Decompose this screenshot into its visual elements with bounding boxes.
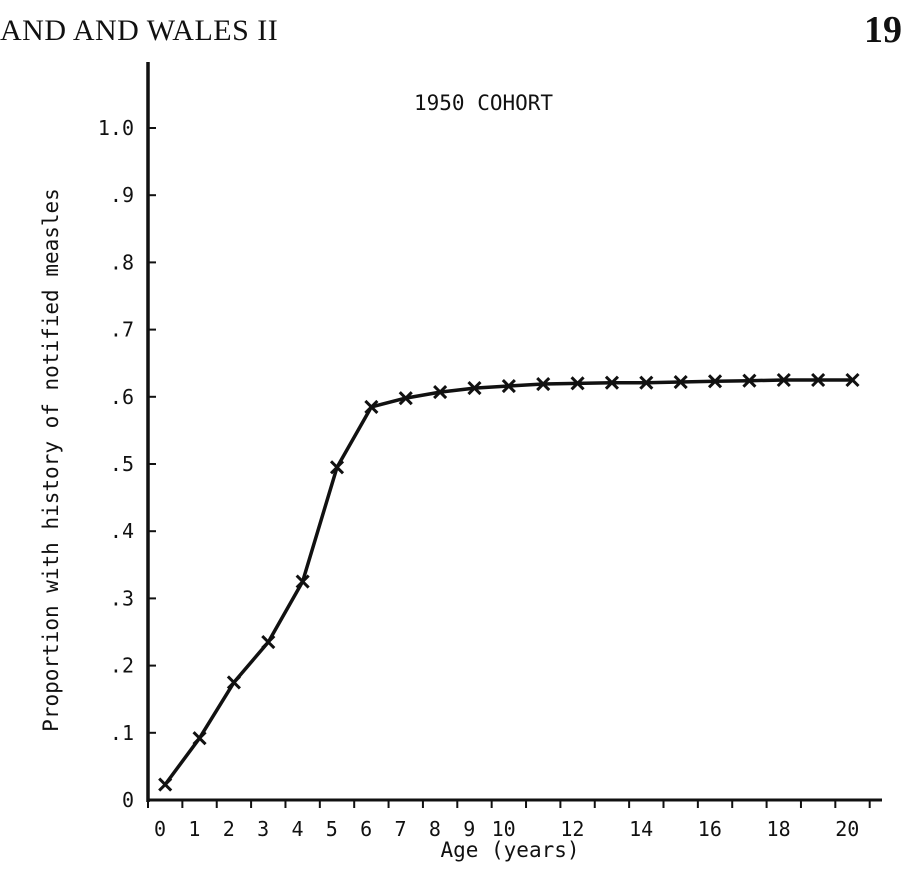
x-tick-label: 20	[835, 817, 859, 841]
data-point-marker	[329, 460, 345, 475]
data-point-marker	[811, 372, 826, 388]
page-number: 19	[864, 9, 902, 51]
x-tick-label: 5	[326, 817, 338, 841]
data-point-marker	[707, 374, 723, 389]
y-tick-label: .2	[110, 654, 134, 678]
data-point-marker	[673, 374, 688, 390]
y-tick-label: .1	[110, 721, 134, 745]
x-ticks: 0 1 2 3 4 5 6 7 8 9 10 12 14 16 18 20	[147, 800, 871, 841]
y-tick-label: .4	[110, 519, 134, 543]
data-point-marker	[639, 375, 654, 390]
data-point-marker	[433, 385, 448, 400]
x-tick-label: 12	[560, 817, 584, 841]
data-point-marker	[158, 777, 173, 792]
x-tick-label: 4	[291, 817, 303, 841]
data-point-marker	[536, 376, 551, 392]
data-point-marker	[261, 635, 276, 650]
data-point-marker	[776, 372, 791, 388]
data-point-marker	[742, 373, 757, 388]
running-head: AND AND WALES II	[0, 14, 279, 47]
x-tick-label: 0	[154, 817, 166, 841]
data-point-marker	[845, 372, 860, 388]
x-tick-label: 9	[463, 817, 475, 841]
x-tick-label: 16	[698, 817, 722, 841]
axes	[146, 62, 882, 802]
y-axis-title: Proportion with history of notified meas…	[39, 188, 63, 732]
data-point-marker	[192, 731, 207, 746]
x-tick-label: 1	[188, 817, 200, 841]
data-point-marker	[226, 675, 241, 690]
data-point-marker	[398, 391, 413, 406]
y-tick-label: .3	[110, 586, 134, 610]
x-tick-label: 10	[492, 817, 516, 841]
x-tick-label: 6	[360, 817, 372, 841]
y-tick-label: .5	[110, 452, 134, 476]
data-point-marker	[501, 378, 516, 394]
data-point-marker	[295, 574, 310, 589]
data-point-marker	[570, 376, 585, 391]
x-tick-label: 7	[395, 817, 407, 841]
series-layer	[158, 372, 860, 792]
y-tick-label: 0	[122, 788, 134, 812]
series-line	[163, 378, 855, 787]
x-tick-label: 14	[629, 817, 653, 841]
y-tick-label: .9	[110, 183, 134, 207]
chart-title: 1950 COHORT	[414, 91, 553, 115]
y-tick-label: 1.0	[98, 116, 134, 140]
x-tick-label: 18	[767, 817, 791, 841]
data-point-marker	[467, 381, 482, 396]
y-tick-label: .6	[110, 385, 134, 409]
y-ticks: 0 .1 .2 .3 .4 .5 .6 .7 .8 .9 1.0	[98, 116, 156, 812]
data-point-marker	[364, 399, 379, 414]
y-tick-label: .7	[110, 318, 134, 342]
x-tick-label: 3	[257, 817, 269, 841]
x-axis-title: Age (years)	[440, 838, 579, 862]
y-tick-label: .8	[110, 250, 134, 274]
data-point-marker	[604, 375, 620, 390]
x-tick-label: 2	[223, 817, 235, 841]
x-tick-label: 8	[429, 817, 441, 841]
